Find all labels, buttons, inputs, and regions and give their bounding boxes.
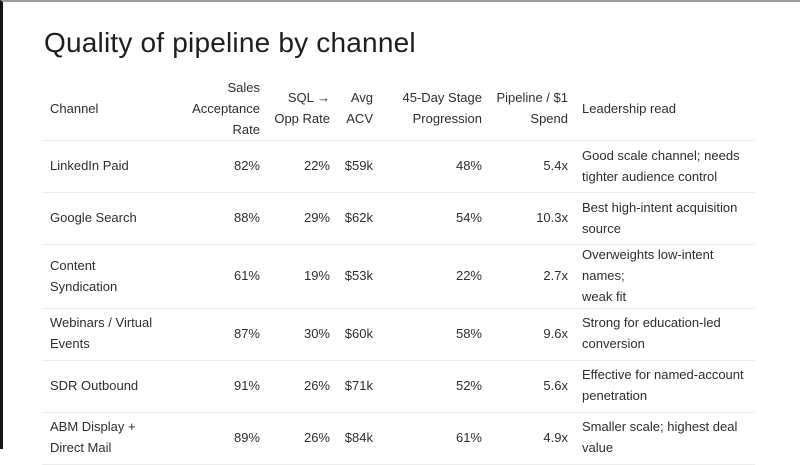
- cell-pipeline-per-dollar-spend: 4.9x: [482, 412, 568, 465]
- cell-channel: Content Syndication: [42, 244, 162, 309]
- cell-sales-acceptance-rate: 89%: [162, 412, 260, 465]
- cell-leadership-read: Overweights low-intent names; weak fit: [568, 244, 755, 309]
- cell-pipeline-per-dollar-spend: 2.7x: [482, 244, 568, 309]
- cell-pipeline-per-dollar-spend: 5.4x: [482, 140, 568, 194]
- cell-sales-acceptance-rate: 82%: [162, 140, 260, 194]
- cell-sql-opp-rate: 19%: [260, 244, 330, 309]
- cell-pipeline-per-dollar-spend: 10.3x: [482, 192, 568, 246]
- cell-45-day-stage-progression: 52%: [373, 360, 482, 413]
- table-header: Channel Sales Acceptance Rate SQL → Opp …: [42, 78, 755, 142]
- cell-avg-acv: $59k: [330, 140, 373, 194]
- cell-leadership-read: Smaller scale; highest deal value: [568, 412, 755, 465]
- table-row: SDR Outbound 91% 26% $71k 52% 5.6x Effec…: [42, 360, 755, 413]
- table-row: Content Syndication 61% 19% $53k 22% 2.7…: [42, 244, 755, 309]
- cell-45-day-stage-progression: 58%: [373, 308, 482, 361]
- cell-sql-opp-rate: 29%: [260, 192, 330, 246]
- cell-leadership-read: Best high-intent acquisition source: [568, 192, 755, 246]
- cell-sales-acceptance-rate: 91%: [162, 360, 260, 413]
- table-row: ABM Display + Direct Mail 89% 26% $84k 6…: [42, 412, 755, 465]
- table-row: LinkedIn Paid 82% 22% $59k 48% 5.4x Good…: [42, 140, 755, 194]
- cell-avg-acv: $60k: [330, 308, 373, 361]
- cell-sql-opp-rate: 26%: [260, 360, 330, 413]
- cell-45-day-stage-progression: 54%: [373, 192, 482, 246]
- cell-sales-acceptance-rate: 87%: [162, 308, 260, 361]
- cell-45-day-stage-progression: 61%: [373, 412, 482, 465]
- cell-pipeline-per-dollar-spend: 9.6x: [482, 308, 568, 361]
- header-row: Channel Sales Acceptance Rate SQL → Opp …: [42, 78, 755, 142]
- column-header-channel: Channel: [42, 78, 162, 142]
- cell-pipeline-per-dollar-spend: 5.6x: [482, 360, 568, 413]
- cell-45-day-stage-progression: 22%: [373, 244, 482, 309]
- cell-avg-acv: $62k: [330, 192, 373, 246]
- cell-avg-acv: $71k: [330, 360, 373, 413]
- column-header-avg-acv: Avg ACV: [330, 78, 373, 142]
- table-row: Google Search 88% 29% $62k 54% 10.3x Bes…: [42, 192, 755, 246]
- cell-sales-acceptance-rate: 88%: [162, 192, 260, 246]
- cell-sql-opp-rate: 30%: [260, 308, 330, 361]
- column-header-sales-acceptance-rate: Sales Acceptance Rate: [162, 78, 260, 142]
- cell-45-day-stage-progression: 48%: [373, 140, 482, 194]
- cell-sql-opp-rate: 26%: [260, 412, 330, 465]
- slide-title: Quality of pipeline by channel: [44, 27, 416, 58]
- cell-channel: Webinars / Virtual Events: [42, 308, 162, 361]
- cell-channel: ABM Display + Direct Mail: [42, 412, 162, 465]
- column-header-sql-opp-rate: SQL → Opp Rate: [260, 78, 330, 142]
- table-row: Webinars / Virtual Events 87% 30% $60k 5…: [42, 308, 755, 361]
- cell-channel: SDR Outbound: [42, 360, 162, 413]
- cell-avg-acv: $53k: [330, 244, 373, 309]
- pipeline-table: Channel Sales Acceptance Rate SQL → Opp …: [42, 78, 755, 465]
- column-header-45-day-stage-progression: 45-Day Stage Progression: [373, 78, 482, 142]
- column-header-leadership-read: Leadership read: [568, 78, 755, 142]
- cell-sales-acceptance-rate: 61%: [162, 244, 260, 309]
- cell-leadership-read: Strong for education-led conversion: [568, 308, 755, 361]
- cell-channel: Google Search: [42, 192, 162, 246]
- cell-leadership-read: Effective for named-account penetration: [568, 360, 755, 413]
- table-body: LinkedIn Paid 82% 22% $59k 48% 5.4x Good…: [42, 140, 755, 465]
- cell-avg-acv: $84k: [330, 412, 373, 465]
- cell-channel: LinkedIn Paid: [42, 140, 162, 194]
- column-header-pipeline-per-dollar-spend: Pipeline / $1 Spend: [482, 78, 568, 142]
- cell-leadership-read: Good scale channel; needs tighter audien…: [568, 140, 755, 194]
- cell-sql-opp-rate: 22%: [260, 140, 330, 194]
